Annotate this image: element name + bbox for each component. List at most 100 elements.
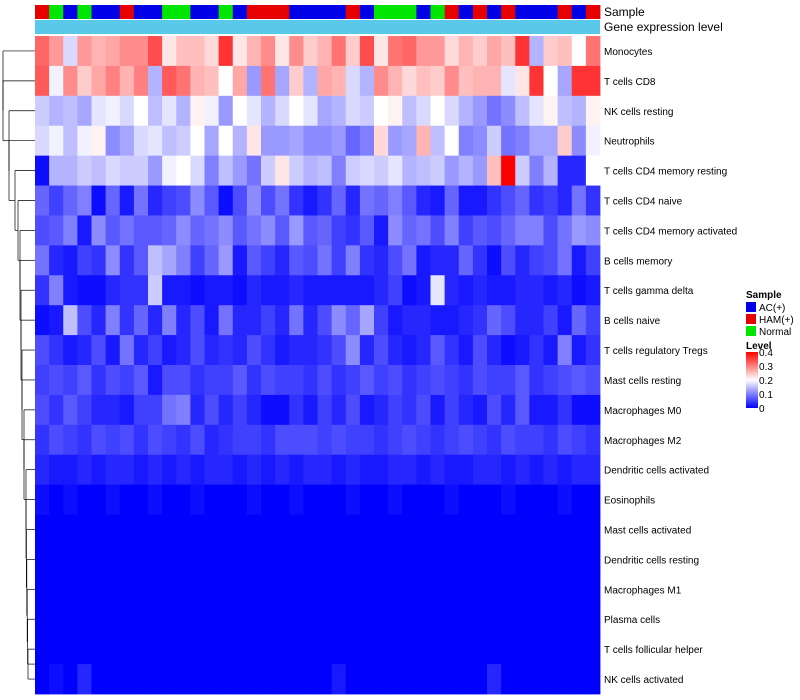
heatmap-cell [176, 245, 191, 276]
heatmap-cell [444, 574, 460, 605]
heatmap-cell [49, 65, 64, 97]
heatmap-cell [246, 305, 262, 336]
heatmap-cell [63, 634, 78, 665]
heatmap-cell [515, 394, 530, 426]
heatmap-cell [543, 365, 559, 396]
heatmap-cell [77, 245, 92, 276]
sample-bar-cell [218, 5, 234, 19]
heatmap-cell [190, 394, 205, 426]
heatmap-cell [275, 185, 290, 216]
heatmap-cell [359, 275, 375, 306]
heatmap-cell [331, 95, 347, 127]
heatmap-cell [487, 394, 502, 426]
heatmap-cell [35, 424, 50, 456]
heatmap-cell [303, 365, 318, 396]
heatmap-cell [232, 36, 248, 67]
heatmap-cell [359, 305, 375, 336]
heatmap-cell [261, 245, 276, 276]
heatmap-cell [148, 574, 163, 605]
row-label: T cells regulatory Tregs [604, 346, 708, 357]
heatmap-cell [416, 125, 431, 157]
heatmap-cell [289, 514, 304, 545]
heatmap-cell [388, 604, 403, 635]
heatmap-cell [345, 634, 361, 665]
heatmap-cell [501, 604, 516, 635]
heatmap-cell [557, 155, 573, 186]
heatmap-cell [515, 365, 530, 396]
heatmap-cell [176, 155, 191, 186]
heatmap-cell [487, 544, 502, 575]
heatmap-cell [133, 454, 149, 486]
heatmap-cell [458, 604, 474, 635]
heatmap-cell [571, 245, 587, 276]
sample-annotation-label: Sample [604, 5, 645, 19]
heatmap-cell [204, 424, 220, 456]
heatmap-cell [63, 514, 78, 545]
heatmap-cell [133, 544, 149, 575]
heatmap-cell [261, 424, 276, 456]
heatmap-cell [585, 275, 601, 306]
heatmap-cell [374, 95, 389, 127]
heatmap-cell [105, 574, 121, 605]
heatmap-cell [133, 215, 149, 246]
heatmap-cell [190, 185, 205, 216]
heatmap-cell [232, 514, 248, 545]
heatmap-cell [162, 215, 177, 246]
heatmap-cell [133, 36, 149, 67]
heatmap-cell [345, 305, 361, 336]
heatmap-cell [91, 574, 107, 605]
heatmap-cell [148, 215, 163, 246]
heatmap-cell [218, 275, 234, 306]
heatmap-cell [345, 125, 361, 157]
heatmap-cell [176, 36, 191, 67]
heatmap-cell [148, 514, 163, 545]
row-label: NK cells activated [604, 675, 683, 686]
heatmap-cell [261, 36, 276, 67]
heatmap-cell [515, 215, 530, 246]
heatmap-cell [317, 335, 333, 366]
heatmap-cell [63, 604, 78, 635]
heatmap-cell [487, 454, 502, 486]
heatmap-cell [133, 424, 149, 456]
heatmap-cell [529, 215, 544, 246]
heatmap-cell [388, 424, 403, 456]
heatmap-cell [176, 65, 191, 97]
heatmap-cell [204, 514, 220, 545]
heatmap-cell [303, 394, 318, 426]
heatmap-cell [345, 185, 361, 216]
heatmap-cell [557, 185, 573, 216]
heatmap-cell [204, 634, 220, 665]
heatmap-cell [261, 65, 276, 97]
heatmap-cell [416, 544, 431, 575]
heatmap-cell [416, 574, 431, 605]
heatmap-cell [162, 634, 177, 665]
heatmap-cell [585, 335, 601, 366]
heatmap-cell [557, 574, 573, 605]
heatmap-cell [345, 215, 361, 246]
heatmap-cell [585, 305, 601, 336]
heatmap-cell [91, 245, 107, 276]
heatmap-cell [105, 634, 121, 665]
heatmap-cell [458, 305, 474, 336]
heatmap-cell [119, 36, 135, 67]
heatmap-cell [571, 634, 587, 665]
heatmap-cell [119, 65, 135, 97]
heatmap-cell [119, 634, 135, 665]
row-label: Eosinophils [604, 496, 655, 507]
sample-bar-cell [35, 5, 50, 19]
heatmap-cell [63, 155, 78, 186]
heatmap-cell [162, 424, 177, 456]
heatmap-cell [374, 514, 389, 545]
heatmap-cell [444, 514, 460, 545]
heatmap-cell [317, 125, 333, 157]
heatmap-cell [388, 155, 403, 186]
heatmap-cell [218, 305, 234, 336]
heatmap-cell [218, 634, 234, 665]
heatmap-cell [345, 245, 361, 276]
heatmap-cell [176, 305, 191, 336]
heatmap-cell [472, 245, 488, 276]
heatmap-cell [35, 275, 50, 306]
heatmap-cell [472, 574, 488, 605]
heatmap-cell [416, 424, 431, 456]
heatmap-cell [246, 36, 262, 67]
